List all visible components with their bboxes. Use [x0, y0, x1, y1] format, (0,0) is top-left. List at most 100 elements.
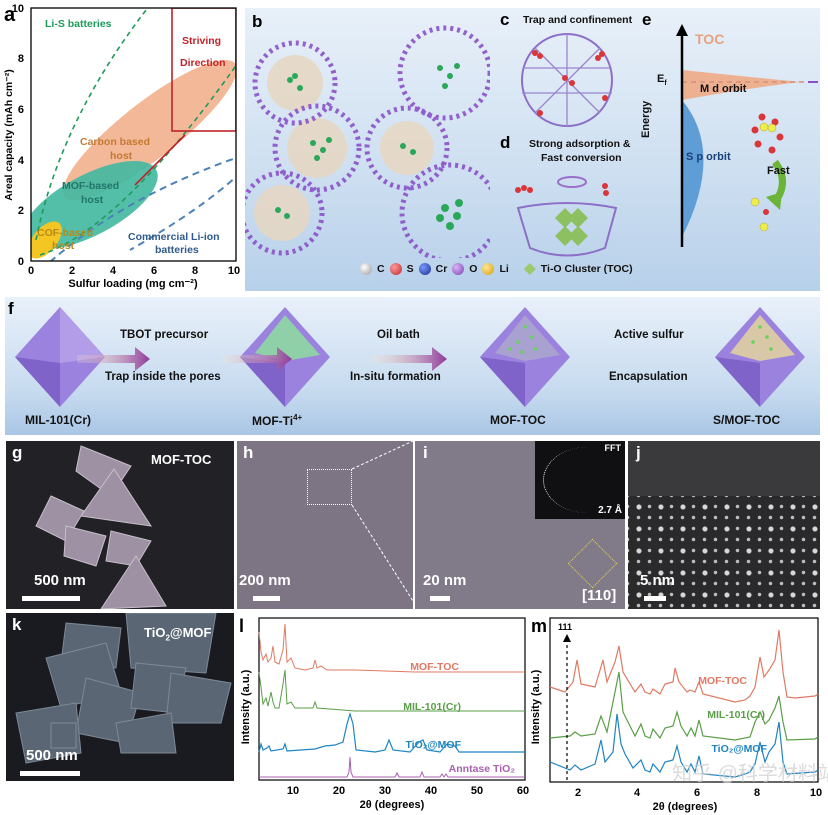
panel-label-d: d — [500, 133, 511, 152]
panel-label-a: a — [4, 4, 16, 26]
chart-a: Li-S batteries Striving Direction Carbon… — [3, 3, 240, 290]
legend-li-icon — [482, 263, 495, 275]
svg-text:40: 40 — [425, 785, 437, 797]
svg-text:MIL-101(Cr): MIL-101(Cr) — [707, 709, 765, 721]
zoom-lines — [351, 441, 413, 602]
svg-text:2θ (degrees): 2θ (degrees) — [653, 801, 718, 813]
scale-text-h: 200 nm — [239, 572, 291, 589]
svg-text:10: 10 — [12, 3, 24, 15]
svg-text:4: 4 — [110, 265, 117, 277]
svg-text:20: 20 — [333, 785, 345, 797]
legend-cr-icon — [418, 263, 431, 275]
svg-text:Striving: Striving — [182, 35, 221, 47]
svg-text:6: 6 — [151, 265, 157, 277]
svg-text:host: host — [110, 150, 133, 162]
md-orbit-label: M d orbit — [700, 83, 747, 95]
fft-label: FFT — [604, 443, 622, 453]
svg-text:0: 0 — [18, 256, 24, 268]
svg-text:6: 6 — [18, 104, 24, 116]
svg-text:Anntase TiO₂: Anntase TiO₂ — [449, 763, 516, 775]
fermi-level-label: Ef — [657, 73, 667, 88]
panel-i-hrtem: FFT 2.7 Å i 20 nm [110] — [415, 441, 625, 609]
svg-text:TiO₂@MOF: TiO₂@MOF — [711, 743, 767, 755]
panel-label-h: h — [243, 443, 254, 462]
scale-bar-g — [22, 596, 80, 601]
svg-text:50: 50 — [471, 785, 483, 797]
scale-bar-h — [253, 596, 280, 601]
toc-label: TOC — [695, 31, 725, 47]
scale-bar-k — [20, 771, 80, 776]
svg-text:Commercial Li-ion: Commercial Li-ion — [128, 231, 220, 243]
svg-text:2: 2 — [18, 205, 24, 217]
fft-inset: FFT 2.7 Å — [535, 441, 625, 519]
panel-label-m: m — [531, 616, 548, 636]
svg-text:batteries: batteries — [155, 244, 199, 256]
panel-d-title-1: Strong adsorption & — [529, 138, 631, 150]
chart-l-xrd: MOF-TOC MIL-101(Cr) TiO₂@MOF Anntase TiO… — [240, 617, 529, 811]
svg-text:Intensity (a.u.): Intensity (a.u.) — [530, 669, 542, 744]
step-1-top: TBOT precursor — [120, 329, 209, 341]
panel-k-sem: k TiO2@MOF 500 nm — [6, 613, 234, 781]
label-lis: Li-S batteries — [45, 18, 112, 30]
cage-trap-illustration — [521, 33, 613, 127]
panel-label-e: e — [642, 10, 652, 29]
panel-label-f: f — [8, 299, 14, 318]
svg-text:2: 2 — [69, 265, 75, 277]
sem-octahedra-image — [35, 445, 167, 609]
scale-text-g: 500 nm — [34, 572, 86, 589]
svg-text:host: host — [81, 194, 104, 206]
scale-text-k: 500 nm — [26, 747, 78, 764]
step-2-bottom: In-situ formation — [350, 371, 441, 383]
panel-h-tem: h 200 nm — [237, 441, 413, 609]
svg-text:4: 4 — [18, 155, 25, 167]
legend-s-icon — [389, 263, 402, 275]
sem-tio2-image — [15, 613, 232, 764]
synthesis-labels: MIL-101(Cr) MOF-Ti4+ MOF-TOC S/MOF-TOC T… — [5, 297, 820, 435]
sp-orbit-label: S p orbit — [686, 151, 731, 163]
svg-text:Sulfur loading (mg cm⁻²): Sulfur loading (mg cm⁻²) — [68, 278, 198, 290]
svg-text:6: 6 — [694, 787, 700, 799]
zone-axis-label: [110] — [582, 587, 617, 604]
synthesis-scheme — [15, 307, 805, 407]
fast-label: Fast — [767, 165, 790, 177]
svg-text:10: 10 — [228, 265, 240, 277]
panel-g-title: MOF-TOC — [151, 452, 212, 467]
svg-text:0: 0 — [28, 265, 34, 277]
panel-j-hrtem: j 5 nm — [628, 441, 820, 609]
svg-text:8: 8 — [18, 53, 24, 65]
stage-label-1: MIL-101(Cr) — [25, 413, 92, 427]
svg-text:8: 8 — [754, 787, 760, 799]
panel-label-b: b — [252, 12, 263, 31]
scale-text-i: 20 nm — [423, 572, 467, 589]
legend-c-icon — [360, 263, 372, 275]
svg-text:MOF-based: MOF-based — [62, 180, 119, 192]
stage-label-4: S/MOF-TOC — [713, 413, 781, 427]
svg-text:Direction: Direction — [180, 57, 226, 69]
svg-text:10: 10 — [287, 785, 299, 797]
svg-text:MIL-101(Cr): MIL-101(Cr) — [403, 701, 461, 713]
panel-g-sem: g MOF-TOC 500 nm — [6, 441, 234, 609]
panel-k-title: TiO2@MOF — [144, 625, 212, 643]
panel-label-j: j — [636, 443, 641, 462]
scale-bar-j — [644, 596, 666, 601]
panel-d-title-2: Fast conversion — [541, 152, 622, 164]
panel-label-k: k — [12, 615, 22, 634]
svg-text:Areal capacity (mAh cm⁻²): Areal capacity (mAh cm⁻²) — [3, 69, 15, 201]
cage-conversion-illustration — [515, 176, 618, 257]
svg-text:MOF-TOC: MOF-TOC — [698, 675, 747, 687]
svg-text:host: host — [52, 240, 75, 252]
panel-c-title: Trap and confinement — [523, 14, 633, 26]
svg-text:Intensity (a.u.): Intensity (a.u.) — [240, 669, 252, 744]
energy-axis-label: Energy — [640, 100, 652, 138]
series-label-moftoc: MOF-TOC — [410, 661, 459, 673]
scale-text-j: 5 nm — [640, 572, 676, 589]
step-2-top: Oil bath — [377, 329, 420, 341]
svg-text:2θ (degrees): 2θ (degrees) — [360, 799, 425, 811]
panel-label-g: g — [12, 443, 23, 462]
chart-m-xrd: 111 MOF-TOC MIL-101(Cr) TiO₂@MOF 知乎 @科学材… — [530, 617, 828, 813]
legend-o-icon — [452, 263, 465, 275]
panel-label-l: l — [239, 616, 245, 636]
step-3-top: Active sulfur — [614, 329, 684, 341]
energy-diagram — [676, 24, 818, 247]
svg-text:COF-based: COF-based — [37, 227, 93, 239]
